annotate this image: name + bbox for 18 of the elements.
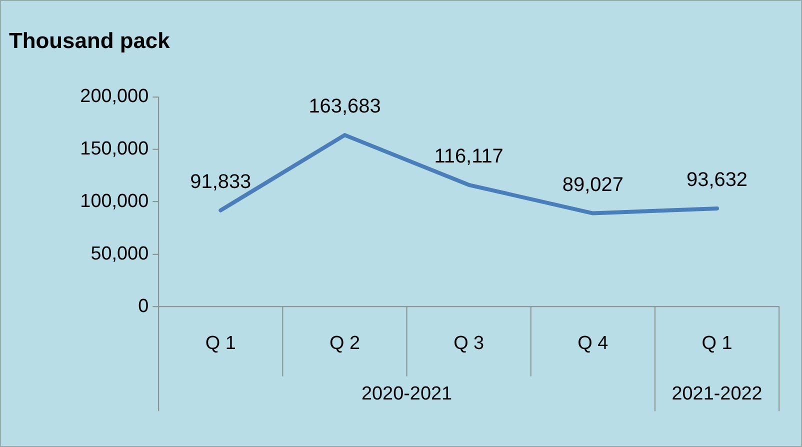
x-tick-label: Q 4 <box>578 333 608 354</box>
x-tick-label: Q 1 <box>205 333 236 354</box>
y-tick-label: 100,000 <box>80 191 149 212</box>
y-tick-label: 150,000 <box>80 138 149 160</box>
data-label: 116,117 <box>434 146 504 168</box>
data-label: 91,833 <box>190 170 252 193</box>
data-label: 93,632 <box>686 169 748 192</box>
y-tick-label: 0 <box>138 296 149 317</box>
data-label: 89,027 <box>562 174 624 196</box>
text: 2020-2021 <box>361 383 452 404</box>
x-tick-label: Q 2 <box>329 333 360 354</box>
y-tick-label: 200,000 <box>80 86 149 108</box>
chart-title: Thousand pack <box>8 28 171 54</box>
data-label: 163,683 <box>308 96 381 118</box>
text: 2021-2022 <box>672 383 762 404</box>
x-tick-label: Q 3 <box>454 333 484 354</box>
x-tick-label: Q 1 <box>702 333 732 354</box>
y-tick-label: 50,000 <box>90 243 149 264</box>
